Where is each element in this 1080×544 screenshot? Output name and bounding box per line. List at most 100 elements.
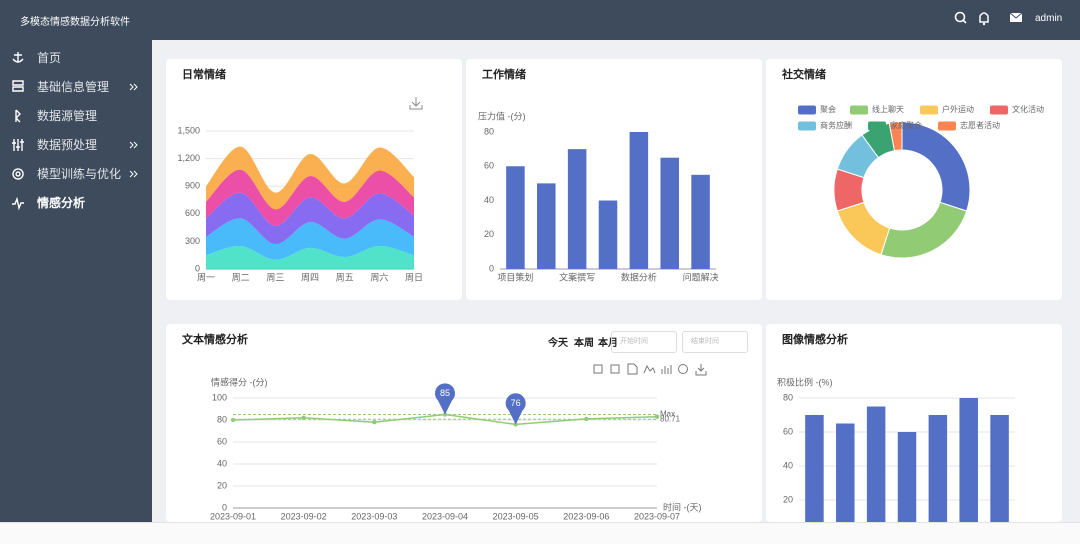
y-tick-label: 100 <box>212 392 227 402</box>
menu-icon <box>12 196 24 211</box>
header-icons[interactable] <box>950 0 1050 40</box>
toolbox[interactable] <box>593 363 707 376</box>
menu-item[interactable]: 基础信息管理 <box>0 75 152 99</box>
bar <box>990 415 1009 522</box>
bar <box>836 423 855 522</box>
legend-swatch <box>990 105 1008 115</box>
y-tick-label: 1,200 <box>177 153 200 163</box>
download-icon[interactable] <box>409 97 423 110</box>
y-axis-label: 压力值 -(分) <box>478 110 526 121</box>
y-tick-label: 40 <box>783 460 793 470</box>
x-tick-label: 2023-09-04 <box>422 511 468 521</box>
menu-item[interactable]: 模型训练与优化 <box>0 162 152 186</box>
y-axis-label: 情感得分 -(分) <box>211 376 268 387</box>
menu-icon <box>12 168 138 180</box>
range-button[interactable]: 本月 <box>598 338 618 349</box>
bar <box>959 398 978 522</box>
menu-item[interactable]: 首页 <box>0 46 152 70</box>
card: 社交情绪 聚会 线上聊天 户外运动 文化活动 商务应酬 家庭聚会 志愿者活动 <box>766 59 1062 300</box>
x-axis-label: 时间 -(天) <box>663 501 702 512</box>
menu-icon <box>12 80 138 92</box>
y-tick-label: 60 <box>217 436 227 446</box>
x-tick-label: 2023-09-06 <box>563 511 609 521</box>
point <box>654 414 660 419</box>
x-tick-label: 周二 <box>232 272 250 282</box>
legend-label: 家庭聚会 <box>890 120 922 130</box>
x-tick-label: 周日 <box>405 272 423 282</box>
bar <box>598 200 618 269</box>
chevron <box>129 141 138 149</box>
legend-label: 志愿者活动 <box>960 120 1000 130</box>
x-tick-label: 周六 <box>370 271 388 282</box>
menu-item[interactable]: 情感分析 <box>0 191 152 215</box>
menu-item[interactable]: 数据源管理 <box>0 104 152 128</box>
y-tick-label: 60 <box>783 426 793 436</box>
legend-swatch <box>868 121 886 131</box>
bar <box>897 432 917 522</box>
area <box>206 218 414 260</box>
chart: 文本情感分析 0 20 40 60 80 100 2023-09-01 2023-09-02 20… <box>182 332 707 521</box>
point <box>584 416 589 422</box>
legend-label: 线上聊天 <box>872 104 904 114</box>
y-tick-label: 80 <box>217 414 227 424</box>
chevron <box>129 170 138 178</box>
bar <box>928 415 948 522</box>
point <box>372 420 377 425</box>
menu-icon <box>12 52 24 63</box>
menu-icon <box>15 109 21 123</box>
icon <box>12 168 24 180</box>
bar <box>660 157 679 269</box>
chart: 图像情感分析 20 40 60 80 积极比例 -(%) <box>777 332 1015 522</box>
legend-label: 聚会 <box>820 104 836 114</box>
area <box>206 146 414 210</box>
legend-swatch <box>938 121 956 131</box>
pie-slice <box>888 121 903 152</box>
x-tick-label: 2023-09-05 <box>493 511 539 521</box>
card: 日常情绪 0 300 600 900 1,200 1,500 周一 周二 周三 周四 周五 周六 周日 <box>166 59 462 300</box>
chevron <box>129 83 138 91</box>
range-button[interactable]: 今天 <box>548 338 568 349</box>
range-button[interactable]: 本周 <box>574 338 594 349</box>
y-tick-label: 60 <box>484 161 494 171</box>
y-tick-label: 600 <box>185 208 200 218</box>
legend-swatch <box>798 121 816 131</box>
card: 文本情感分析 0 20 40 60 80 100 2023-09-01 2023-09-02 20… <box>166 324 762 522</box>
x-tick-label: 周一 <box>197 272 215 282</box>
point <box>230 417 236 423</box>
y-tick-label: 0 <box>195 263 200 273</box>
menu-label: 数据预处理 <box>37 138 98 152</box>
end-date-input[interactable]: 结束时间 <box>682 331 748 353</box>
menu-label: 情感分析 <box>37 196 86 210</box>
y-axis-label: 积极比例 -(%) <box>777 376 833 387</box>
icon <box>15 109 21 123</box>
x-tick-label: 问题解决 <box>683 271 719 282</box>
pie-slice <box>836 201 891 256</box>
pie-slice <box>901 121 971 212</box>
legend-label: 商务应酬 <box>820 120 852 130</box>
menu-label: 数据源管理 <box>37 109 98 123</box>
icon <box>12 80 24 92</box>
menu-item[interactable]: 数据预处理 <box>0 133 152 157</box>
header: 多模态情感数据分析软件 admin <box>0 0 1080 40</box>
chart-title: 图像情感分析 <box>782 332 848 346</box>
bar <box>805 415 824 522</box>
area <box>206 192 414 245</box>
footer-bar <box>0 522 1080 544</box>
chart: 工作情绪 0 20 40 60 80 项目策划 文案撰写 数据分析 问题解决 压力值 -(分) <box>478 67 719 282</box>
chart-title: 文本情感分析 <box>182 332 248 346</box>
start-date-input[interactable]: 开始时间 <box>611 331 677 353</box>
area <box>206 245 414 269</box>
legend-swatch <box>850 105 868 115</box>
x-tick-label: 文案撰写 <box>559 271 595 282</box>
menu-icon <box>12 139 138 151</box>
y-tick-label: 0 <box>222 502 227 512</box>
user-name[interactable]: admin <box>1035 13 1063 24</box>
chart-title: 工作情绪 <box>482 67 526 81</box>
bar <box>866 406 886 522</box>
point <box>301 415 306 420</box>
x-tick-label: 2023-09-02 <box>281 511 327 521</box>
menu-label: 模型训练与优化 <box>37 167 122 181</box>
y-tick-label: 80 <box>783 392 793 402</box>
chart-title: 社交情绪 <box>781 67 826 81</box>
